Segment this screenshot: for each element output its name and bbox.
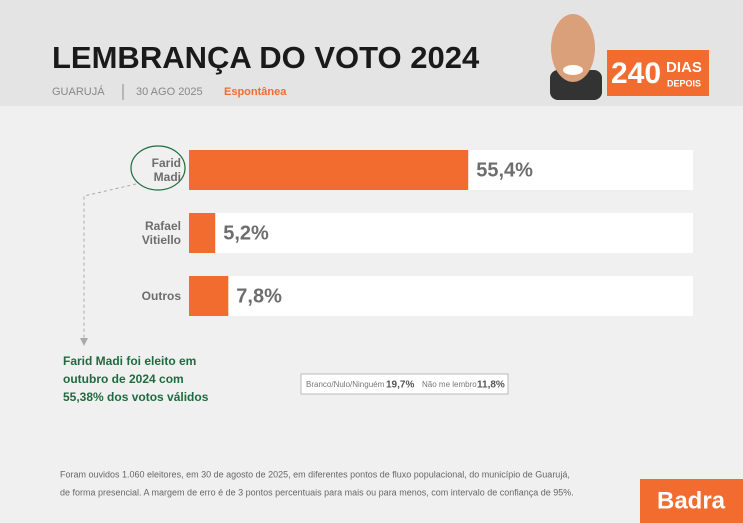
pointer-arrow xyxy=(80,338,88,346)
bar xyxy=(189,150,469,190)
bar-track xyxy=(189,213,693,253)
other-box xyxy=(300,373,509,395)
other-name: Não me lembro xyxy=(422,380,477,389)
annotation: Farid Madi foi eleito em xyxy=(63,354,196,368)
other-value: 11,8% xyxy=(477,380,505,391)
pointer-line xyxy=(83,183,137,340)
mode: Espontânea xyxy=(224,86,287,98)
footnote: de forma presencial. A margem de erro é … xyxy=(60,487,574,497)
bar xyxy=(189,276,229,316)
value-label: 55,4% xyxy=(476,159,533,181)
caricature xyxy=(550,14,602,100)
annotation: 55,38% dos votos válidos xyxy=(63,390,209,404)
other-value: 19,7% xyxy=(386,380,414,391)
brand-box xyxy=(640,479,743,523)
category-label: Farid Madi xyxy=(151,156,181,184)
date: 30 AGO 2025 xyxy=(136,86,203,98)
logo-word: DIAS xyxy=(666,59,702,76)
bar-track xyxy=(189,276,693,316)
brand: Badra xyxy=(657,487,726,514)
category-label: Rafael Vitiello xyxy=(141,219,181,247)
footnote: Foram ouvidos 1.060 eleitores, em 30 de … xyxy=(60,469,570,479)
category-label: Outros xyxy=(141,289,181,303)
location: GUARUJÁ xyxy=(52,85,105,98)
value-label: 7,8% xyxy=(236,285,282,307)
logo-box xyxy=(607,50,709,96)
logo-word: DEPOIS xyxy=(667,78,701,88)
annotation: outubro de 2024 com xyxy=(63,372,184,386)
other-name: Branco/Nulo/Ninguém xyxy=(306,380,385,389)
logo-number: 240 xyxy=(611,57,661,90)
chart-title: LEMBRANÇA DO VOTO 2024 xyxy=(52,40,480,75)
value-label: 5,2% xyxy=(223,222,269,244)
bar xyxy=(189,213,216,253)
highlight-circle xyxy=(130,145,186,191)
